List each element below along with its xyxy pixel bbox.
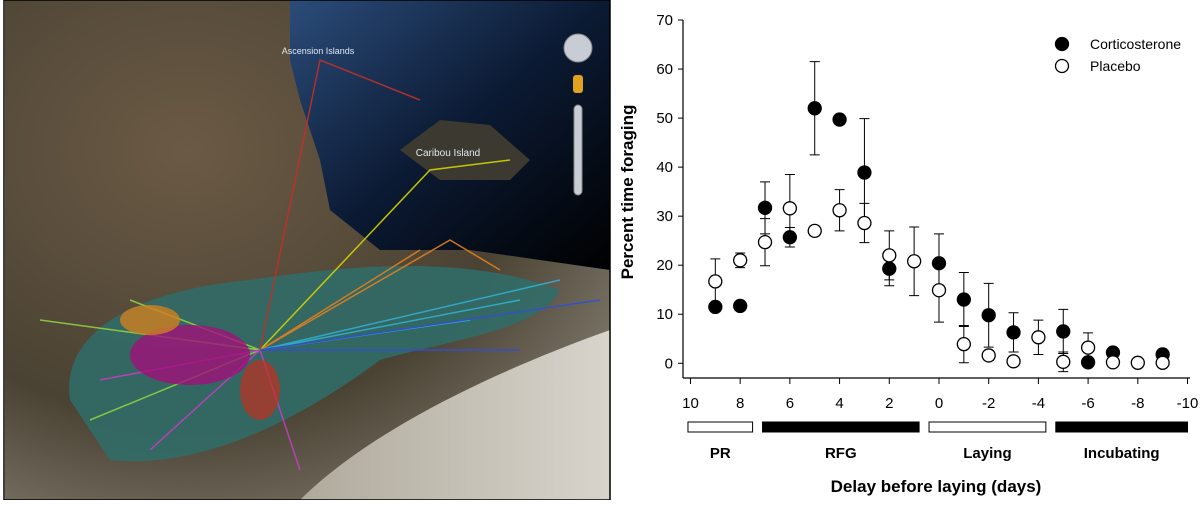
map-cluster	[130, 325, 250, 385]
data-point	[1006, 325, 1021, 340]
data-point	[882, 248, 897, 263]
data-point	[1006, 354, 1021, 369]
x-axis-label: Delay before laying (days)	[831, 477, 1042, 496]
x-tick-label: -10	[1177, 395, 1199, 412]
map-sand	[300, 330, 610, 500]
y-tick-label: 60	[656, 61, 673, 78]
period-bar	[762, 421, 920, 433]
data-point	[832, 203, 847, 218]
data-point	[807, 101, 822, 116]
x-tick-label: 4	[835, 395, 843, 412]
data-point	[906, 254, 922, 269]
x-tick-label: 0	[935, 395, 943, 412]
data-point	[1056, 354, 1071, 369]
period-label: Incubating	[1084, 445, 1160, 462]
period-label: Laying	[963, 445, 1011, 462]
y-axis-label: Percent time foraging	[618, 105, 637, 280]
data-point	[807, 223, 822, 239]
map-label: Ascension Islands	[282, 46, 355, 56]
period-label: PR	[710, 445, 731, 462]
data-point	[757, 200, 773, 215]
data-point	[956, 292, 971, 307]
y-tick-label: 30	[656, 208, 673, 225]
x-tick-label: -4	[1032, 395, 1045, 412]
map-label: Caribou Island	[416, 148, 480, 159]
data-point	[733, 298, 748, 314]
period-bar	[687, 421, 754, 433]
y-tick-label: 50	[656, 110, 673, 127]
x-tick-label: 8	[736, 395, 744, 412]
y-tick-label: 40	[656, 159, 673, 176]
data-point	[1056, 324, 1071, 339]
data-point	[857, 165, 872, 180]
zoom-slider[interactable]	[573, 104, 583, 196]
data-point	[1080, 340, 1096, 355]
legend-label: Placebo	[1090, 58, 1141, 74]
data-point	[1155, 355, 1170, 370]
data-point	[832, 112, 847, 127]
y-tick-label: 0	[665, 355, 673, 372]
x-tick-label: 6	[786, 395, 794, 412]
data-point	[1031, 330, 1046, 345]
data-point	[782, 201, 798, 216]
data-point	[1105, 355, 1121, 370]
period-bar	[928, 421, 1047, 433]
pan-control[interactable]	[563, 33, 593, 63]
data-point	[981, 308, 996, 323]
data-point	[981, 348, 996, 363]
data-point	[733, 253, 748, 268]
data-point	[931, 283, 947, 298]
legend-marker	[1054, 58, 1070, 74]
data-point	[757, 235, 773, 250]
y-tick-label: 20	[656, 257, 673, 274]
map-island	[400, 120, 530, 180]
x-tick-label: -2	[982, 395, 995, 412]
y-tick-label: 70	[656, 12, 673, 29]
x-tick-label: 10	[682, 395, 699, 412]
legend-marker	[1054, 36, 1070, 52]
period-bar	[1055, 421, 1189, 433]
map: Ascension Islands Caribou Island	[3, 0, 611, 501]
y-tick-label: 10	[656, 306, 673, 323]
x-tick-label: -6	[1081, 395, 1094, 412]
data-point	[857, 215, 872, 231]
period-label: RFG	[825, 445, 857, 462]
map-cluster	[120, 305, 180, 335]
data-point	[956, 337, 971, 352]
map-cluster	[240, 360, 280, 420]
data-point	[708, 274, 723, 289]
data-point	[1130, 355, 1145, 370]
x-tick-label: -8	[1131, 395, 1144, 412]
legend-label: Corticosterone	[1090, 36, 1181, 52]
x-tick-label: 2	[885, 395, 893, 412]
street-view[interactable]	[573, 75, 583, 93]
map-tracks	[39, 58, 601, 471]
